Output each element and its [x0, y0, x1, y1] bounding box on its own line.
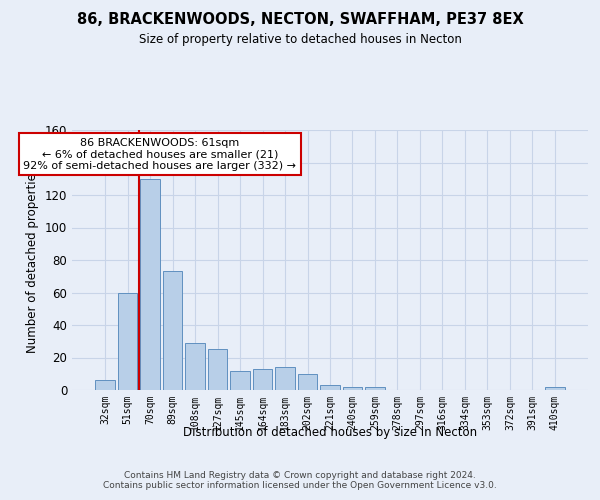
Bar	[140, 179, 160, 390]
Bar	[545, 387, 565, 390]
Bar	[118, 292, 137, 390]
Bar	[320, 385, 340, 390]
Text: 86 BRACKENWOODS: 61sqm
← 6% of detached houses are smaller (21)
92% of semi-deta: 86 BRACKENWOODS: 61sqm ← 6% of detached …	[23, 138, 296, 171]
Bar	[253, 369, 272, 390]
Bar	[365, 387, 385, 390]
Bar	[208, 350, 227, 390]
Bar	[298, 374, 317, 390]
Text: Distribution of detached houses by size in Necton: Distribution of detached houses by size …	[183, 426, 477, 439]
Y-axis label: Number of detached properties: Number of detached properties	[26, 167, 39, 353]
Bar	[343, 387, 362, 390]
Bar	[275, 367, 295, 390]
Text: Size of property relative to detached houses in Necton: Size of property relative to detached ho…	[139, 32, 461, 46]
Bar	[95, 380, 115, 390]
Text: Contains HM Land Registry data © Crown copyright and database right 2024.
Contai: Contains HM Land Registry data © Crown c…	[103, 470, 497, 490]
Bar	[163, 272, 182, 390]
Bar	[185, 343, 205, 390]
Text: 86, BRACKENWOODS, NECTON, SWAFFHAM, PE37 8EX: 86, BRACKENWOODS, NECTON, SWAFFHAM, PE37…	[77, 12, 523, 28]
Bar	[230, 370, 250, 390]
